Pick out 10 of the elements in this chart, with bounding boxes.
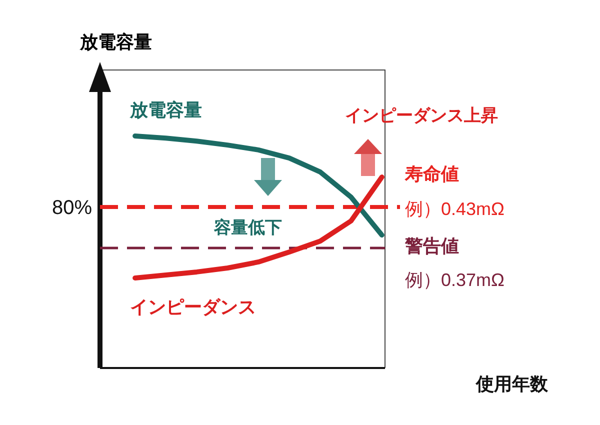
series-label: 放電容量 [129,100,202,120]
text: 使用年数 [475,374,549,394]
series-label: インピーダンス [130,296,256,317]
text: 警告値 [404,236,459,256]
text: 例）0.43mΩ [405,198,504,219]
annotation: 容量低下 [213,218,282,237]
text: 80% [52,196,92,219]
text: 例）0.37mΩ [405,270,504,290]
y-axis-title: 放電容量 [79,32,152,52]
text: 寿命値 [404,164,459,184]
